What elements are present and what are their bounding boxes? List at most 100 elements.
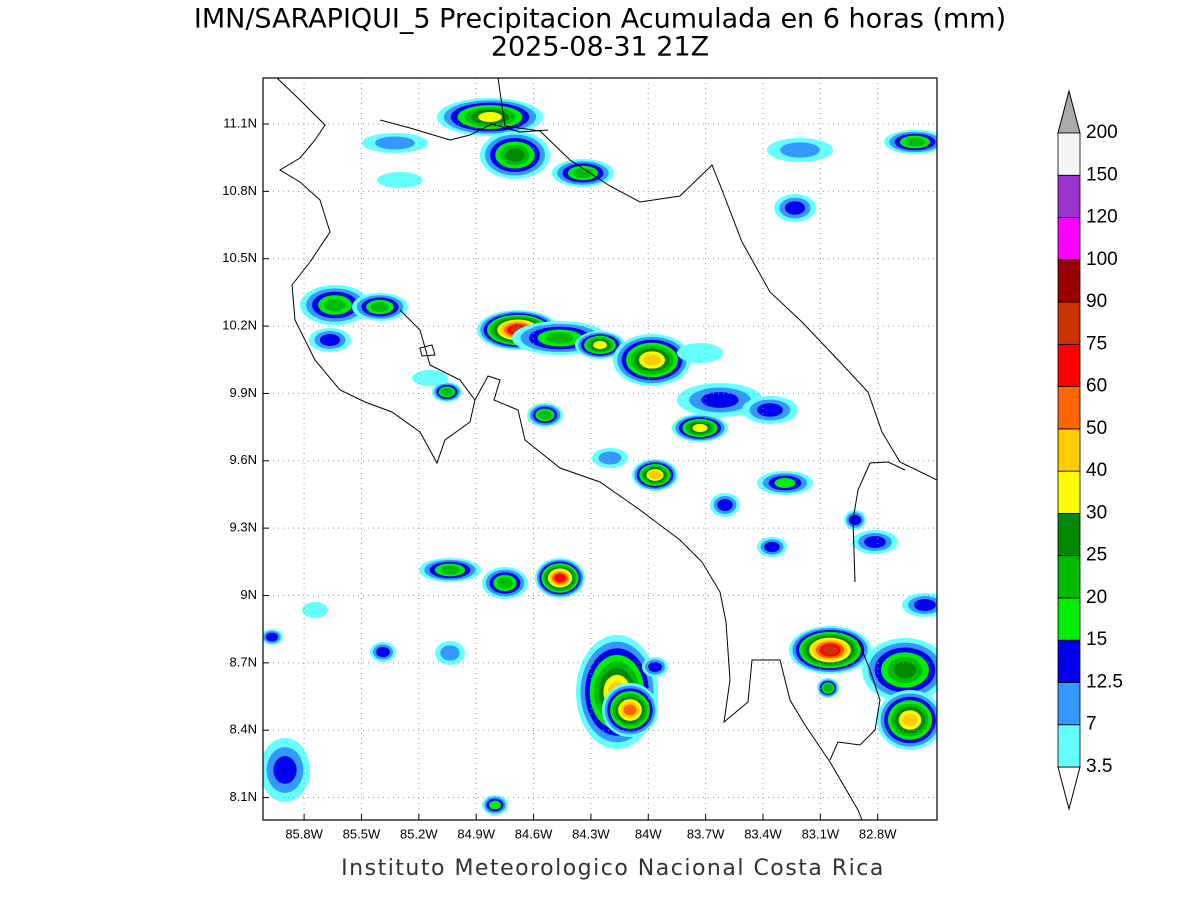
colorbar-label: 150	[1086, 164, 1118, 185]
colorbar-label: 50	[1086, 418, 1107, 439]
colorbar-box	[1057, 386, 1081, 430]
y-tick-label: 9.6N	[230, 452, 257, 467]
colorbar-label: 40	[1086, 460, 1107, 481]
rain-contour	[757, 403, 783, 417]
colorbar-box	[1057, 513, 1081, 557]
colorbar-below-arrow	[1057, 766, 1081, 811]
x-tick-label: 83.7W	[687, 826, 725, 841]
colorbar-box	[1057, 470, 1081, 514]
rain-contour	[648, 661, 662, 673]
colorbar-box	[1057, 217, 1081, 261]
x-tick-label: 84.6W	[515, 826, 553, 841]
colorbar-label: 100	[1086, 249, 1118, 270]
rain-contour	[692, 423, 708, 433]
rain-contour	[905, 137, 925, 147]
colorbar-box	[1057, 174, 1081, 218]
rain-contour	[488, 800, 502, 810]
colorbar-label: 15	[1086, 629, 1107, 650]
rain-contour	[370, 302, 390, 312]
rain-contour	[822, 645, 838, 655]
rain-contour	[302, 602, 328, 618]
x-tick-label: 82.8W	[859, 826, 897, 841]
rain-contour	[701, 392, 739, 408]
y-tick-label: 8.7N	[230, 654, 257, 669]
colorbar-box	[1057, 682, 1081, 726]
plot-frame	[262, 77, 938, 821]
y-tick-label: 10.5N	[222, 250, 257, 265]
colorbar-box	[1057, 301, 1081, 345]
x-tick-label: 84W	[635, 826, 662, 841]
colorbar-label: 25	[1086, 545, 1107, 566]
x-tick-label: 85.8W	[285, 826, 323, 841]
y-tick-label: 11.1N	[223, 115, 257, 130]
rain-contour	[780, 142, 820, 158]
y-tick-label: 8.1N	[230, 789, 257, 804]
colorbar-box	[1057, 428, 1081, 472]
rain-contour	[554, 573, 566, 583]
rain-contour	[784, 201, 806, 215]
colorbar-label: 120	[1086, 207, 1118, 228]
y-tick-label: 10.2N	[222, 318, 257, 333]
colorbar-label: 90	[1086, 291, 1107, 312]
rain-contour	[376, 646, 390, 658]
rain-contour	[440, 565, 460, 575]
caribbean-coast	[497, 78, 937, 481]
rain-contour	[440, 645, 460, 661]
colorbar-label: 30	[1086, 502, 1107, 523]
rain-contour	[375, 136, 415, 150]
y-tick-label: 10.8N	[222, 183, 257, 198]
precipitation-field	[263, 98, 937, 815]
rain-contour	[497, 577, 513, 589]
x-tick-label: 84.3W	[572, 826, 610, 841]
rain-contour	[893, 661, 917, 679]
colorbar-box	[1057, 724, 1081, 768]
colorbar-label: 12.5	[1086, 671, 1123, 692]
colorbar-label: 7	[1086, 714, 1097, 735]
rain-contour	[377, 172, 423, 188]
colorbar-box	[1057, 639, 1081, 683]
rain-contour	[573, 168, 593, 178]
colorbar-box	[1057, 597, 1081, 641]
pacific-coast	[276, 78, 863, 820]
y-tick-label: 8.4N	[230, 722, 257, 737]
rain-contour	[412, 370, 448, 386]
x-tick-label: 83.1W	[802, 826, 840, 841]
title: IMN/SARAPIQUI_5 Precipitacion Acumulada …	[194, 4, 1006, 35]
rain-contour	[717, 499, 733, 511]
rain-contour	[643, 354, 661, 366]
rain-contour	[902, 713, 918, 727]
grid	[263, 78, 937, 820]
rain-contour	[848, 514, 862, 526]
x-tick-label: 85.2W	[400, 826, 438, 841]
rain-contour	[648, 470, 662, 480]
axes: 85.8W 85.5W 85.2W 84.9W 84.6W 84.3W 84W 83.7W 83…	[222, 115, 897, 841]
rain-contour	[823, 684, 833, 692]
colorbar-label: 75	[1086, 333, 1107, 354]
colorbar-label: 20	[1086, 587, 1107, 608]
rain-contour	[677, 343, 723, 363]
rain-contour	[764, 541, 780, 553]
rain-contour	[319, 334, 341, 346]
panama-border	[829, 461, 906, 761]
rain-contour	[545, 332, 575, 344]
rain-contour	[324, 298, 346, 312]
rain-contour	[774, 477, 796, 489]
rain-contour	[864, 536, 886, 548]
rain-contour	[598, 451, 622, 465]
rain-contour	[623, 704, 637, 716]
rain-contour	[505, 148, 525, 162]
x-tick-label: 84.9W	[457, 826, 495, 841]
y-tick-label: 9.9N	[230, 385, 257, 400]
y-tick-label: 9.3N	[230, 520, 257, 535]
coastlines	[276, 78, 937, 820]
colorbar-box	[1057, 259, 1081, 303]
nicoya-inlet	[399, 309, 476, 401]
y-tick-label: 9N	[240, 587, 257, 602]
rain-contour	[478, 111, 502, 123]
colorbar-box	[1057, 132, 1081, 176]
colorbar: 3.5 7 12.5 15 20 25 30 40 50 60 75 90 100 120 150 200	[1057, 89, 1123, 811]
colorbar-above-arrow	[1057, 89, 1081, 134]
colorbar-label: 60	[1086, 376, 1107, 397]
rain-contour	[265, 632, 279, 642]
